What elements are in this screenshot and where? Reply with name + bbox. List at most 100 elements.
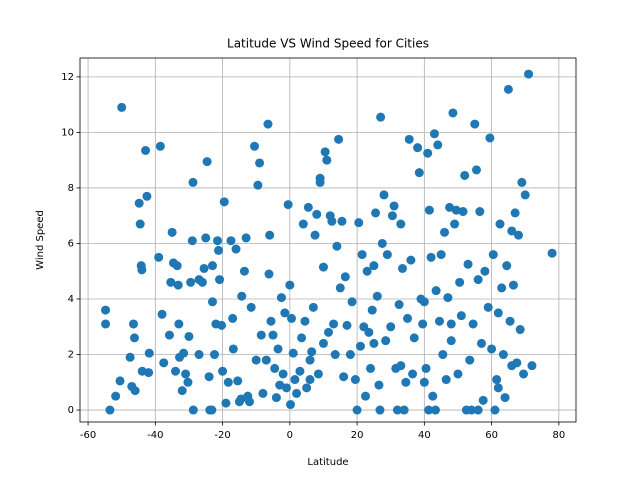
point xyxy=(446,336,456,346)
point xyxy=(396,219,406,229)
point xyxy=(460,170,470,180)
point xyxy=(381,336,391,346)
point xyxy=(223,377,233,387)
point xyxy=(355,341,365,351)
point xyxy=(377,238,387,248)
point xyxy=(394,300,404,310)
point xyxy=(409,333,419,343)
point xyxy=(327,216,337,226)
point xyxy=(105,405,115,415)
point xyxy=(498,350,508,360)
point xyxy=(342,320,352,330)
point xyxy=(246,302,256,312)
point xyxy=(144,348,154,358)
point xyxy=(166,277,176,287)
point xyxy=(443,293,453,303)
point xyxy=(364,327,374,337)
point xyxy=(337,216,347,226)
point xyxy=(130,386,140,396)
plot-frame xyxy=(79,57,577,423)
y-tick-label: 6 xyxy=(68,238,74,249)
point xyxy=(115,376,125,386)
y-tick-label: 2 xyxy=(68,350,74,361)
point xyxy=(436,250,446,260)
point xyxy=(318,262,328,272)
y-tick-label: 10 xyxy=(61,127,74,138)
point xyxy=(419,297,429,307)
point xyxy=(517,177,527,187)
point xyxy=(157,309,167,319)
point xyxy=(441,375,451,385)
point xyxy=(228,344,238,354)
point xyxy=(448,108,458,118)
point xyxy=(184,331,194,341)
point xyxy=(285,280,295,290)
point xyxy=(261,355,271,365)
point xyxy=(414,168,424,178)
point xyxy=(507,361,517,371)
point xyxy=(392,405,402,415)
point xyxy=(288,348,298,358)
point xyxy=(266,316,276,326)
point xyxy=(426,252,436,262)
point xyxy=(347,297,357,307)
point xyxy=(298,219,308,229)
point xyxy=(283,200,293,210)
point xyxy=(366,363,376,373)
point xyxy=(493,308,503,318)
point xyxy=(423,148,433,158)
point xyxy=(187,236,197,246)
point xyxy=(142,191,152,201)
point xyxy=(382,250,392,260)
point xyxy=(376,112,386,122)
point xyxy=(379,190,389,200)
point xyxy=(424,205,434,215)
point xyxy=(371,208,381,218)
point xyxy=(500,393,510,403)
point xyxy=(310,230,320,240)
point xyxy=(465,355,475,365)
point xyxy=(421,363,431,373)
point xyxy=(513,230,523,240)
point xyxy=(374,380,384,390)
point xyxy=(519,369,529,379)
point xyxy=(275,380,285,390)
point xyxy=(324,327,334,337)
point xyxy=(174,319,184,329)
point xyxy=(210,350,220,360)
point xyxy=(332,241,342,251)
point xyxy=(237,291,247,301)
point xyxy=(188,405,198,415)
point xyxy=(434,316,444,326)
point xyxy=(278,369,288,379)
point xyxy=(265,230,275,240)
point xyxy=(345,350,355,360)
point xyxy=(456,311,466,321)
point xyxy=(188,177,198,187)
point xyxy=(492,375,502,385)
point xyxy=(135,219,145,229)
x-tick-label: -20 xyxy=(214,430,230,441)
point xyxy=(490,405,500,415)
point xyxy=(497,283,507,293)
point xyxy=(286,400,296,410)
point xyxy=(281,383,291,393)
point xyxy=(520,190,530,200)
point xyxy=(183,377,193,387)
point xyxy=(477,338,487,348)
point xyxy=(473,275,483,285)
point xyxy=(397,263,407,273)
point xyxy=(128,319,138,329)
point xyxy=(207,261,217,271)
point xyxy=(228,313,238,323)
point xyxy=(510,208,520,218)
point xyxy=(241,233,251,243)
point xyxy=(389,201,399,211)
point xyxy=(164,330,174,340)
x-tick-label: 60 xyxy=(485,430,498,441)
point xyxy=(455,277,465,287)
x-tick-label: 80 xyxy=(552,430,565,441)
point xyxy=(280,308,290,318)
point xyxy=(276,293,286,303)
